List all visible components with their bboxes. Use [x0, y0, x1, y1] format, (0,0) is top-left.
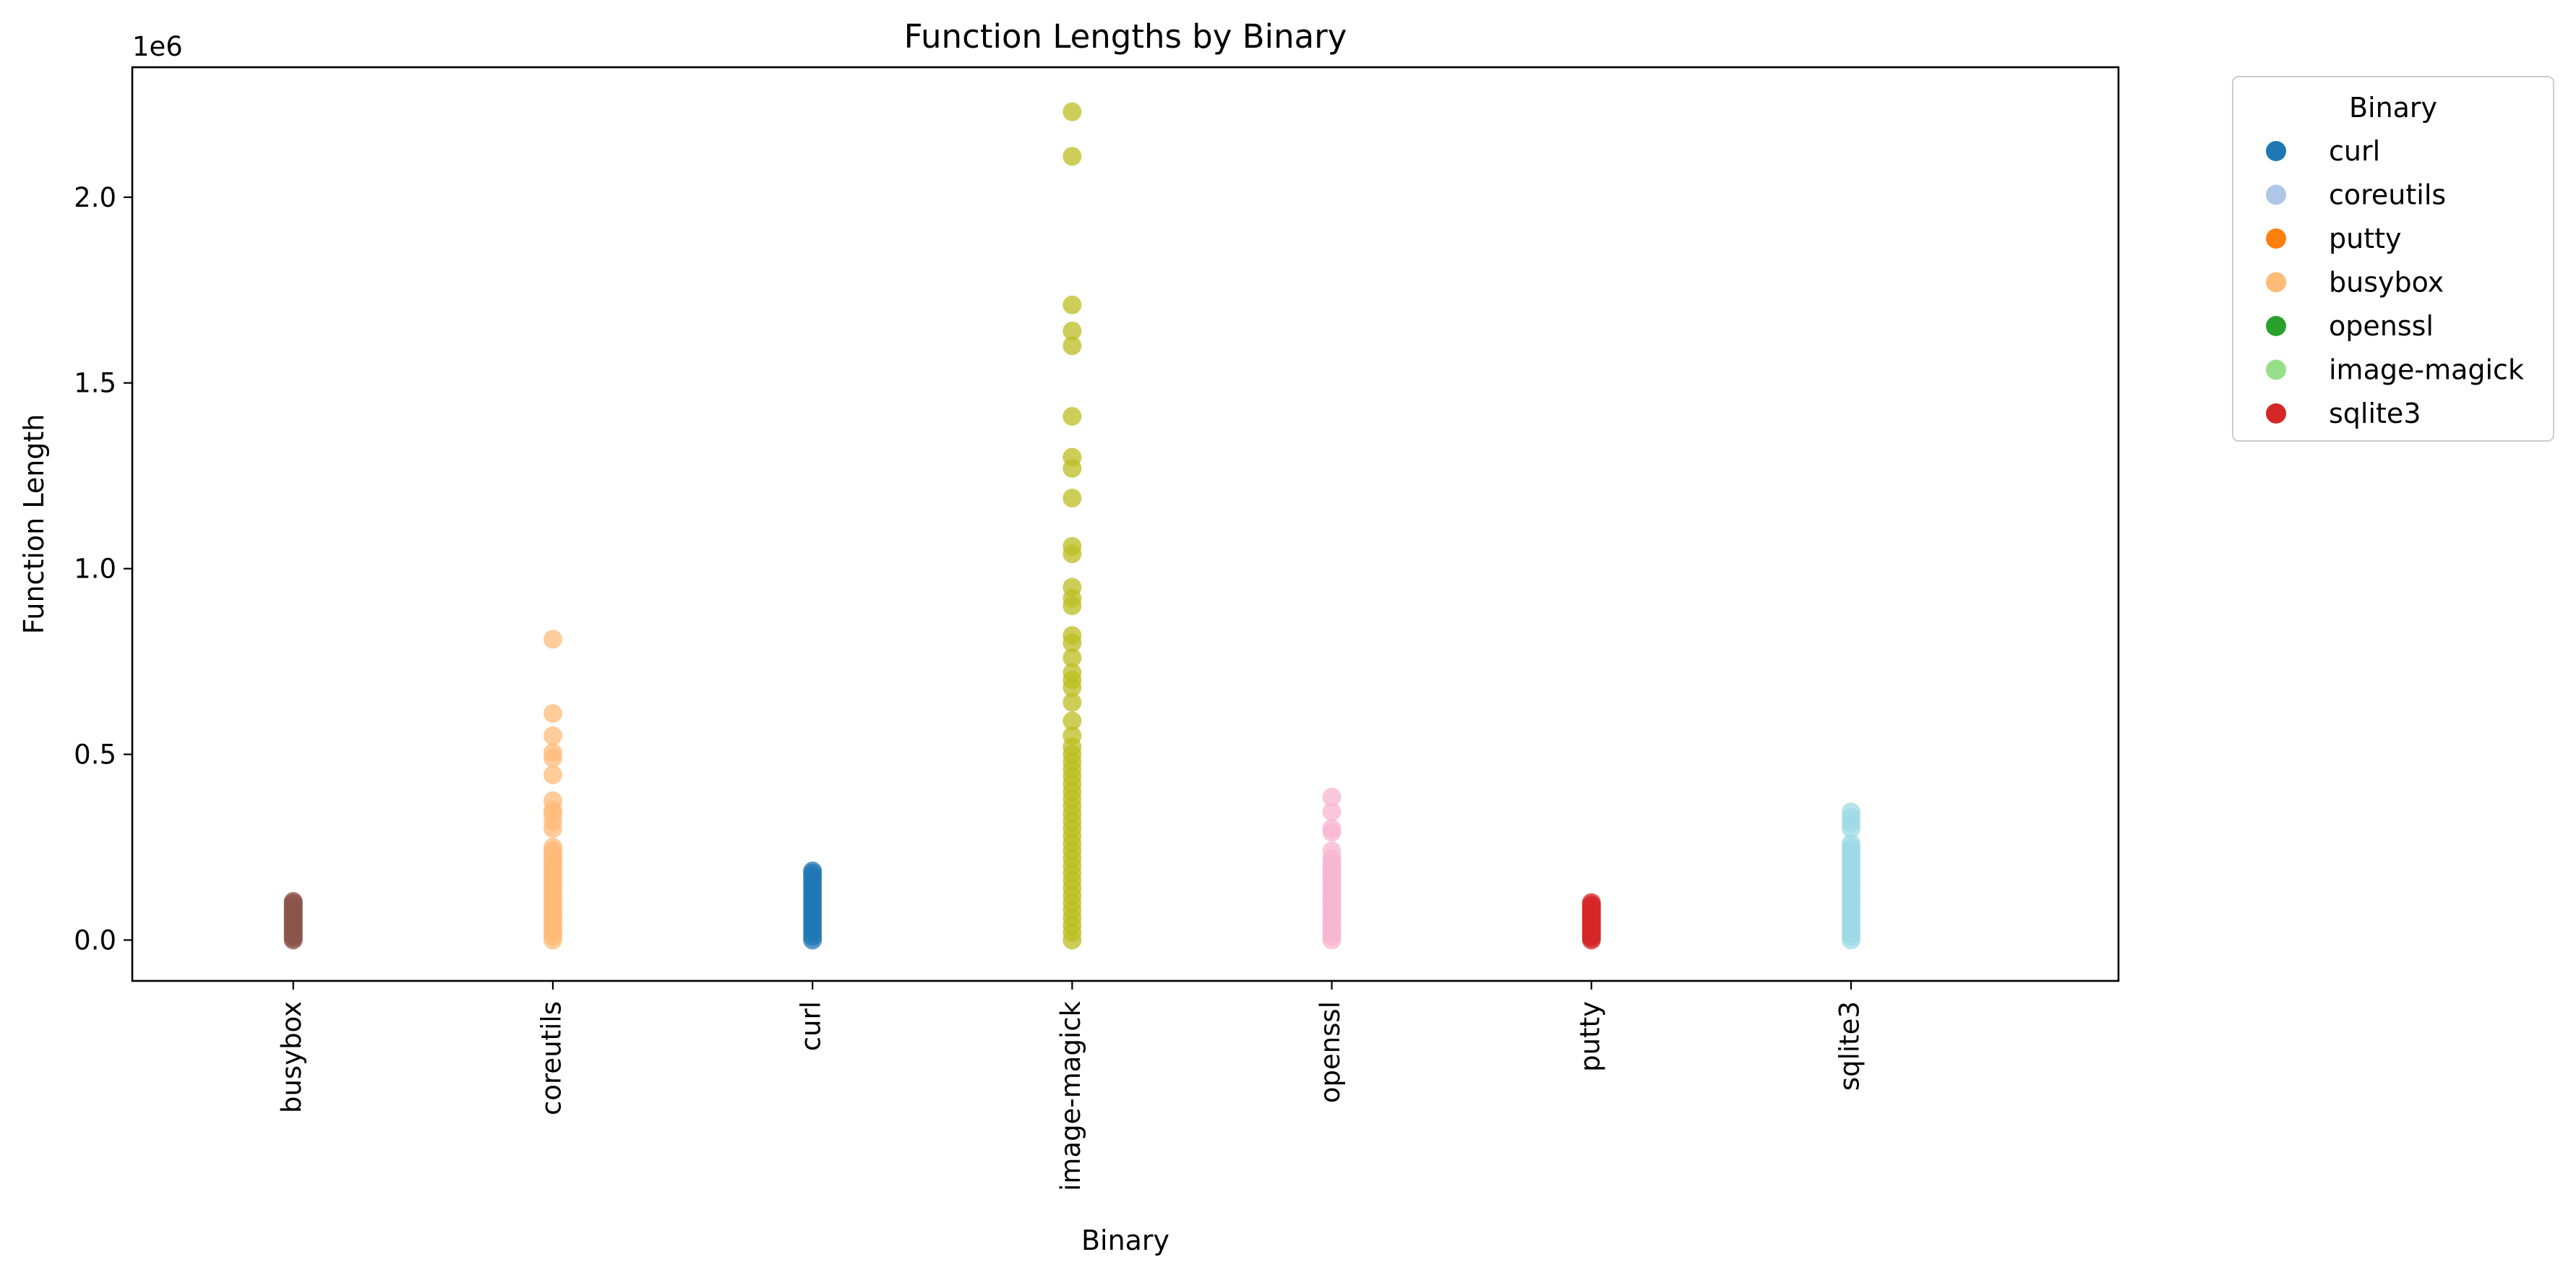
legend-frame: [2232, 76, 2554, 442]
data-point-coreutils: [543, 791, 562, 810]
data-point-putty: [1581, 893, 1601, 912]
chart-title: Function Lengths by Binary: [904, 17, 1347, 56]
y-tick-label: 1.5: [74, 368, 116, 399]
data-point-image-magick: [1062, 692, 1082, 712]
legend-label-putty: putty: [2329, 223, 2402, 254]
data-point-openssl: [1322, 787, 1341, 807]
legend-title: Binary: [2349, 92, 2437, 124]
legend-marker-sqlite3: [2266, 403, 2286, 424]
legend: Binary curl coreutils putty busybox openssl i…: [2232, 76, 2554, 442]
legend-marker-busybox: [2266, 272, 2286, 293]
legend-label-openssl: openssl: [2329, 310, 2434, 342]
data-point-coreutils: [543, 630, 562, 649]
data-point-sqlite3: [1842, 833, 1861, 853]
x-tick-label: putty: [1574, 1001, 1605, 1072]
data-point-image-magick: [1062, 295, 1082, 314]
legend-label-coreutils: coreutils: [2329, 179, 2446, 211]
y-axis-label: Function Length: [18, 414, 50, 635]
legend-marker-image-magick: [2266, 359, 2286, 380]
legend-label-sqlite3: sqlite3: [2329, 398, 2421, 429]
data-point-sqlite3: [1842, 802, 1861, 822]
legend-label-busybox: busybox: [2329, 267, 2444, 299]
y-tick-label: 0.5: [74, 739, 116, 771]
x-tick-label: busybox: [276, 1001, 307, 1113]
data-point-openssl: [1322, 802, 1341, 822]
y-tick-label: 0.0: [74, 925, 116, 956]
data-point-coreutils: [543, 704, 562, 724]
x-tick-label: coreutils: [536, 1001, 567, 1115]
data-point-image-magick: [1062, 663, 1082, 682]
y-axis-offset-label: 1e6: [132, 31, 183, 62]
data-point-image-magick: [1062, 102, 1082, 121]
data-point-image-magick: [1062, 489, 1082, 508]
data-point-coreutils: [543, 726, 562, 745]
y-axis-ticks: 0.0 0.5 1.0 1.5 2.0: [74, 182, 132, 956]
data-point-image-magick: [1062, 648, 1082, 667]
data-point-coreutils: [543, 765, 562, 784]
y-tick-label: 1.0: [74, 554, 116, 585]
data-point-image-magick: [1062, 626, 1082, 646]
x-axis-label: Binary: [1081, 1225, 1169, 1256]
legend-label-image-magick: image-magick: [2329, 354, 2524, 386]
legend-marker-openssl: [2266, 316, 2286, 336]
x-tick-label: image-magick: [1055, 1000, 1086, 1191]
x-axis-ticks: busybox coreutils curl image-magick openssl p…: [276, 981, 1866, 1191]
data-point-image-magick: [1062, 147, 1082, 166]
legend-entries: curl coreutils putty busybox openssl image-ma…: [2266, 135, 2524, 429]
data-point-image-magick: [1062, 536, 1082, 556]
legend-label-curl: curl: [2329, 135, 2380, 167]
data-point-image-magick: [1062, 336, 1082, 356]
data-point-coreutils: [543, 743, 562, 762]
x-tick-label: curl: [796, 1001, 827, 1051]
scatter-points: [283, 102, 1861, 950]
x-tick-label: openssl: [1315, 1001, 1346, 1103]
data-point-image-magick: [1062, 726, 1082, 745]
plot-area-frame: [131, 66, 2120, 982]
data-point-image-magick: [1062, 321, 1082, 340]
data-point-coreutils: [543, 838, 562, 857]
data-point-openssl: [1322, 841, 1341, 861]
data-point-busybox: [283, 892, 303, 912]
data-point-image-magick: [1062, 447, 1082, 467]
legend-marker-curl: [2266, 141, 2286, 161]
legend-marker-putty: [2266, 228, 2286, 249]
data-point-image-magick: [1062, 406, 1082, 426]
data-point-openssl: [1322, 819, 1341, 839]
data-point-curl: [803, 861, 823, 880]
legend-marker-coreutils: [2266, 184, 2286, 205]
x-tick-label: sqlite3: [1834, 1001, 1866, 1091]
data-point-image-magick: [1062, 711, 1082, 731]
y-tick-label: 2.0: [74, 182, 116, 213]
data-point-image-magick: [1062, 578, 1082, 597]
